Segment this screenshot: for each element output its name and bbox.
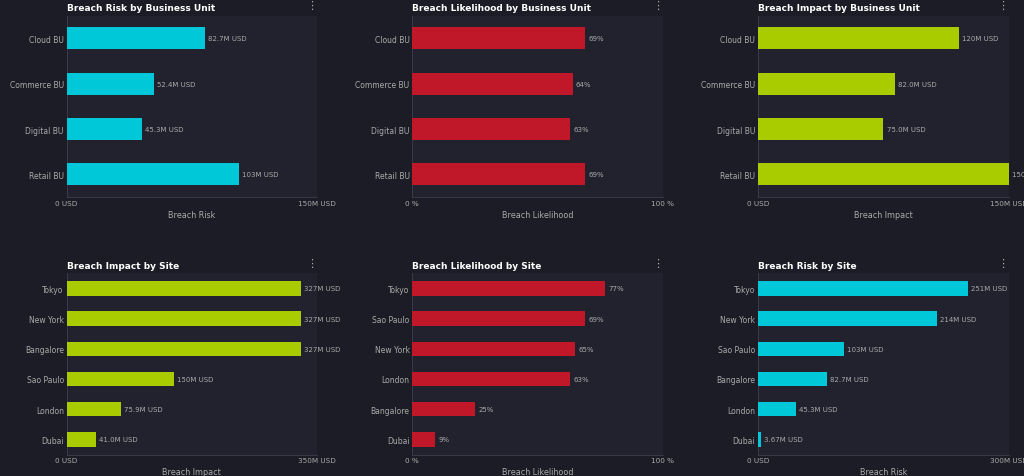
- Text: Breach Impact by Site: Breach Impact by Site: [67, 261, 179, 270]
- X-axis label: Breach Impact: Breach Impact: [854, 210, 912, 219]
- Bar: [67, 164, 239, 186]
- Bar: [413, 432, 435, 447]
- Text: 82.7M USD: 82.7M USD: [208, 36, 247, 42]
- X-axis label: Breach Risk: Breach Risk: [168, 210, 215, 219]
- X-axis label: Breach Risk: Breach Risk: [860, 467, 907, 476]
- X-axis label: Breach Likelihood: Breach Likelihood: [502, 210, 573, 219]
- Bar: [758, 372, 827, 387]
- Bar: [758, 432, 761, 447]
- Bar: [758, 281, 968, 296]
- Bar: [67, 281, 301, 296]
- Bar: [758, 342, 844, 356]
- X-axis label: Breach Impact: Breach Impact: [163, 467, 221, 476]
- Bar: [67, 432, 96, 447]
- Text: 327M USD: 327M USD: [304, 346, 340, 352]
- Bar: [758, 74, 895, 95]
- Bar: [413, 402, 475, 416]
- Text: 120M USD: 120M USD: [962, 36, 998, 42]
- Text: 327M USD: 327M USD: [304, 286, 340, 292]
- Text: 45.3M USD: 45.3M USD: [799, 407, 838, 412]
- Bar: [67, 342, 301, 356]
- Text: 69%: 69%: [589, 172, 604, 178]
- Text: 82.0M USD: 82.0M USD: [898, 81, 937, 88]
- Text: 45.3M USD: 45.3M USD: [145, 127, 184, 133]
- Bar: [67, 312, 301, 326]
- Text: 327M USD: 327M USD: [304, 316, 340, 322]
- Text: ⋮: ⋮: [651, 258, 663, 268]
- Text: 52.4M USD: 52.4M USD: [158, 81, 196, 88]
- Text: 150M USD: 150M USD: [1012, 172, 1024, 178]
- Bar: [413, 281, 605, 296]
- Text: 75.0M USD: 75.0M USD: [887, 127, 926, 133]
- Text: ⋮: ⋮: [651, 1, 663, 11]
- X-axis label: Breach Likelihood: Breach Likelihood: [502, 467, 573, 476]
- Bar: [67, 74, 154, 95]
- Bar: [413, 74, 572, 95]
- Text: 41.0M USD: 41.0M USD: [99, 436, 138, 443]
- Text: Breach Risk by Site: Breach Risk by Site: [758, 261, 857, 270]
- Bar: [413, 342, 575, 356]
- Bar: [758, 29, 958, 50]
- Bar: [67, 402, 121, 416]
- Bar: [758, 119, 884, 140]
- Text: 77%: 77%: [608, 286, 625, 292]
- Text: ⋮: ⋮: [997, 258, 1009, 268]
- Bar: [413, 164, 585, 186]
- Text: 9%: 9%: [438, 436, 450, 443]
- Text: Breach Impact by Business Unit: Breach Impact by Business Unit: [758, 4, 920, 13]
- Bar: [67, 29, 205, 50]
- Text: ⋮: ⋮: [997, 1, 1009, 11]
- Text: 3.67M USD: 3.67M USD: [764, 436, 803, 443]
- Text: 75.9M USD: 75.9M USD: [124, 407, 163, 412]
- Bar: [413, 372, 570, 387]
- Text: 103M USD: 103M USD: [848, 346, 884, 352]
- Text: 150M USD: 150M USD: [177, 376, 214, 382]
- Text: Breach Likelihood by Site: Breach Likelihood by Site: [413, 261, 542, 270]
- Bar: [413, 312, 585, 326]
- Bar: [758, 312, 937, 326]
- Bar: [758, 402, 796, 416]
- Text: 63%: 63%: [573, 376, 589, 382]
- Text: 25%: 25%: [478, 407, 494, 412]
- Bar: [67, 119, 142, 140]
- Bar: [758, 164, 1009, 186]
- Bar: [413, 119, 570, 140]
- Text: Breach Risk by Business Unit: Breach Risk by Business Unit: [67, 4, 215, 13]
- Bar: [413, 29, 585, 50]
- Text: 251M USD: 251M USD: [971, 286, 1008, 292]
- Text: ⋮: ⋮: [306, 258, 317, 268]
- Text: 69%: 69%: [589, 36, 604, 42]
- Text: 64%: 64%: [575, 81, 592, 88]
- Text: 69%: 69%: [589, 316, 604, 322]
- Text: 65%: 65%: [579, 346, 594, 352]
- Text: 63%: 63%: [573, 127, 589, 133]
- Text: 82.7M USD: 82.7M USD: [830, 376, 869, 382]
- Text: Breach Likelihood by Business Unit: Breach Likelihood by Business Unit: [413, 4, 591, 13]
- Bar: [67, 372, 174, 387]
- Text: ⋮: ⋮: [306, 1, 317, 11]
- Text: 103M USD: 103M USD: [242, 172, 279, 178]
- Text: 214M USD: 214M USD: [940, 316, 976, 322]
